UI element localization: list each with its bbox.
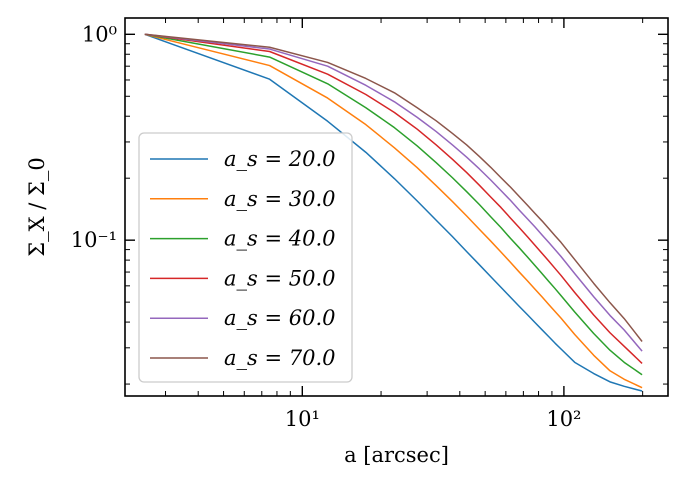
series-lines bbox=[144, 33, 643, 392]
x-axis-label: a [arcsec] bbox=[344, 443, 449, 467]
y-tick-label: 10⁰ bbox=[82, 22, 117, 46]
x-tick-label: 10¹ bbox=[285, 407, 320, 431]
series-line-3 bbox=[144, 33, 643, 376]
legend-entry-label: a_s = 20.0 bbox=[224, 147, 336, 171]
x-tick-label: 10² bbox=[546, 407, 581, 431]
plot-frame bbox=[124, 17, 669, 397]
legend-entry-label: a_s = 40.0 bbox=[224, 227, 336, 251]
series-line-4 bbox=[144, 33, 643, 364]
legend-entry-label: a_s = 60.0 bbox=[224, 306, 336, 330]
series-line-5 bbox=[144, 33, 643, 352]
legend-entry-label: a_s = 50.0 bbox=[224, 266, 336, 290]
legend: a_s = 20.0 a_s = 30.0 a_s = 40.0 a_s = 50.0… bbox=[138, 132, 353, 383]
series-line-6 bbox=[144, 33, 643, 342]
axis-ticks: 10¹ 10² 10⁻¹ 10⁰ bbox=[71, 18, 668, 431]
legend-entry-label: a_s = 70.0 bbox=[224, 346, 336, 370]
legend-entry-label: a_s = 30.0 bbox=[224, 187, 336, 211]
y-axis-label-text: Σ_X / Σ_0 bbox=[25, 157, 49, 256]
series-line-2 bbox=[144, 33, 643, 389]
y-tick-label: 10⁻¹ bbox=[71, 228, 117, 252]
legend-box bbox=[138, 132, 353, 383]
y-axis-label: Σ_X / Σ_0 bbox=[25, 157, 49, 256]
series-line-1 bbox=[144, 33, 643, 392]
